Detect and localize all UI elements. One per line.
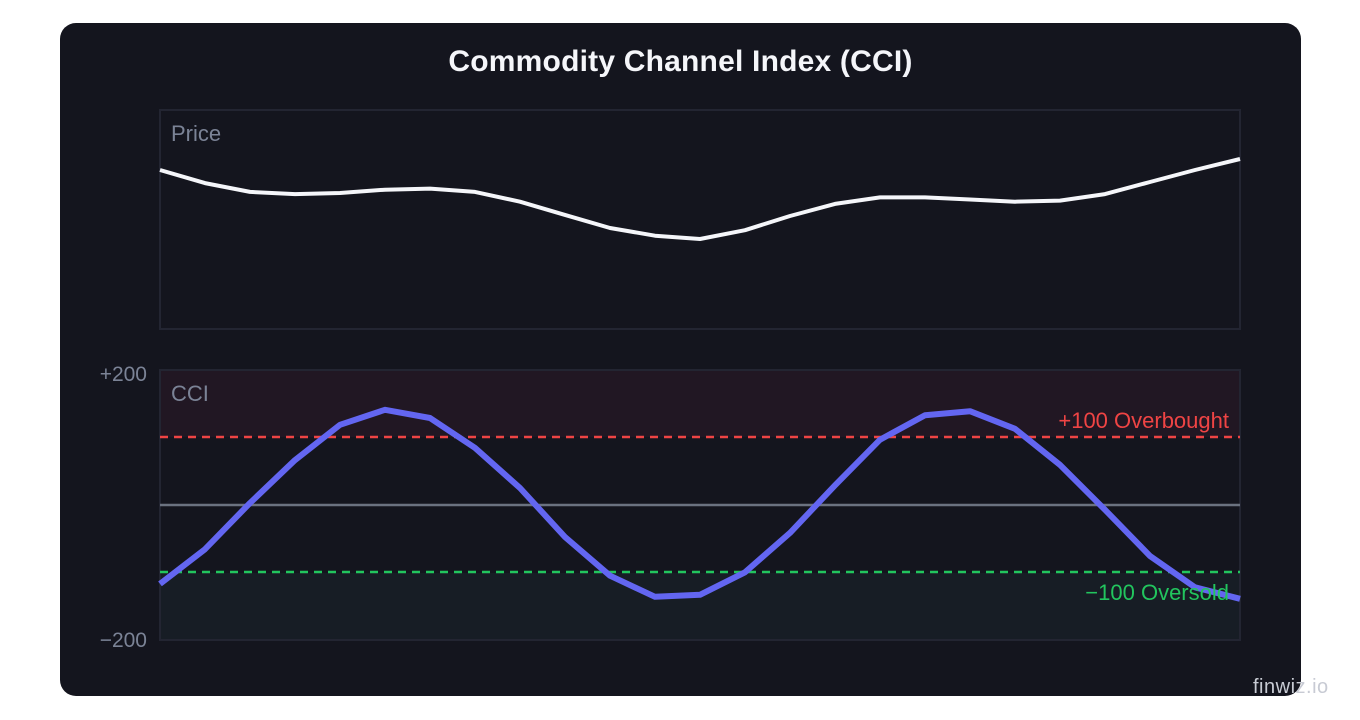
y-axis-bottom-label: −200 — [100, 629, 147, 652]
price-panel-label: Price — [171, 121, 221, 146]
y-axis-top-label: +200 — [100, 363, 147, 386]
watermark: finwiz.io — [1253, 676, 1329, 698]
oversold-label: −100 Oversold — [1085, 580, 1229, 605]
overbought-label: +100 Overbought — [1058, 408, 1229, 433]
price-panel-border — [159, 109, 1241, 330]
chart-title: Commodity Channel Index (CCI) — [448, 45, 913, 78]
cci-panel-label: CCI — [171, 381, 209, 406]
price-panel: Price — [159, 109, 1241, 330]
price-line — [159, 157, 1241, 241]
cci-line — [158, 406, 1241, 602]
oversold-zone — [160, 573, 1240, 640]
cci-panel: CCI +200 −200 +100 Overbought −100 Overs… — [100, 363, 1241, 652]
